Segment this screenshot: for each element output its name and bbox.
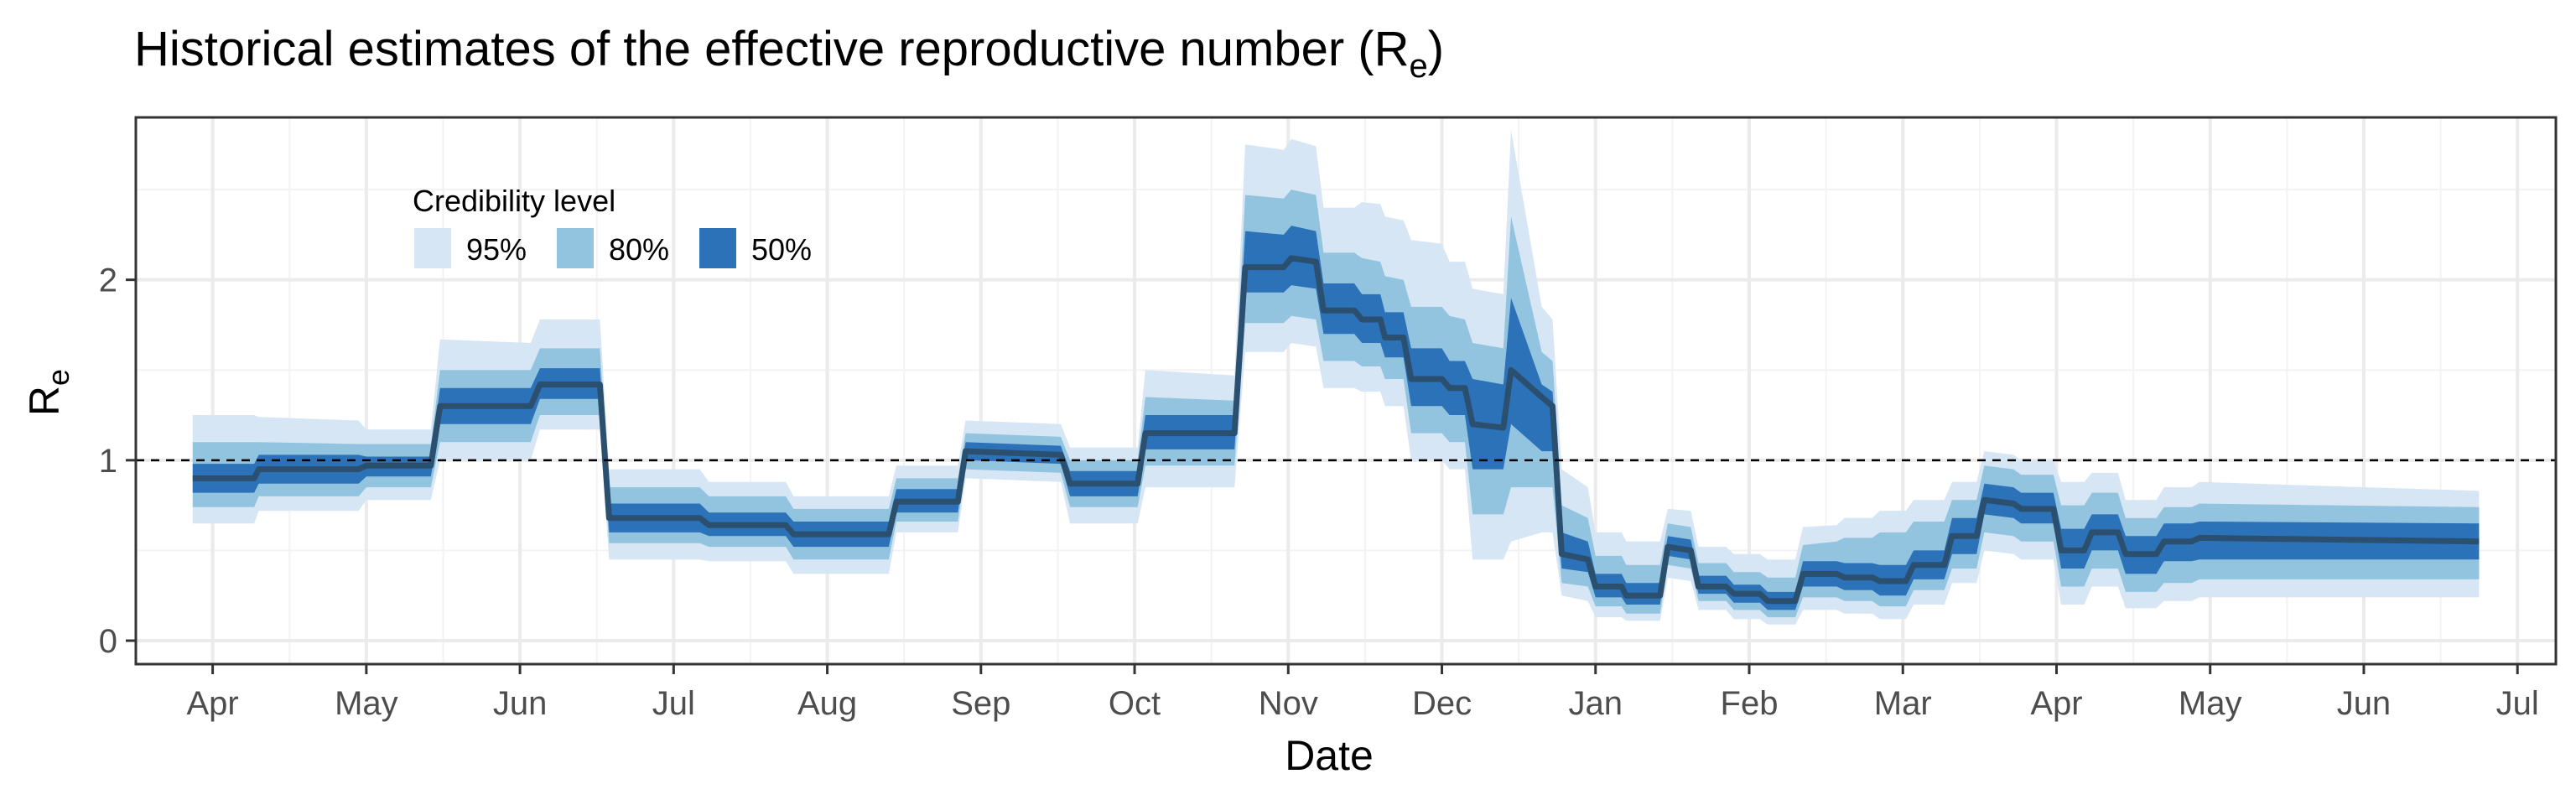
x-tick-label: Aug (797, 685, 857, 722)
x-tick-label: Apr (2030, 685, 2082, 722)
y-tick-label: 1 (99, 443, 117, 480)
x-tick-label: Jul (652, 685, 695, 722)
y-axis-title: Re (21, 369, 75, 416)
legend-label: 95% (466, 232, 527, 267)
x-tick-label: Nov (1259, 685, 1318, 722)
x-tick-label: Jun (493, 685, 548, 722)
x-tick-label: Sep (951, 685, 1010, 722)
x-tick-label: May (335, 685, 398, 722)
legend-key (414, 228, 451, 268)
legend-label: 80% (609, 232, 669, 267)
x-tick-label: Apr (186, 685, 238, 722)
panel-border (134, 116, 2558, 666)
x-tick-label: Mar (1874, 685, 1932, 722)
ci-band-50 (192, 226, 2480, 610)
x-tick-label: Dec (1412, 685, 1472, 722)
x-tick-label: Jul (2496, 685, 2539, 722)
x-axis-title: Date (1285, 732, 1374, 779)
legend-title: Credibility level (413, 184, 615, 218)
x-tick-label: Jun (2337, 685, 2392, 722)
x-tick-label: Oct (1109, 685, 1161, 722)
x-tick-label: May (2179, 685, 2242, 722)
x-tick-label: Feb (1721, 685, 1779, 722)
y-tick-label: 0 (99, 623, 117, 660)
plot-area: Apr May Jun Jul Aug Sep Oct Nov Dec Jan Feb Mar Apr M… (99, 116, 2558, 722)
legend-key (557, 228, 594, 268)
legend-key (699, 228, 736, 268)
y-tick-label: 2 (99, 262, 117, 299)
median-line (192, 255, 2480, 605)
legend: Credibility level 95% 80% 50% (413, 184, 812, 268)
chart-title: Historical estimates of the effective re… (134, 22, 1444, 85)
legend-label: 50% (751, 232, 812, 267)
x-tick-label: Jan (1569, 685, 1623, 722)
ci-band-80 (192, 190, 2480, 618)
